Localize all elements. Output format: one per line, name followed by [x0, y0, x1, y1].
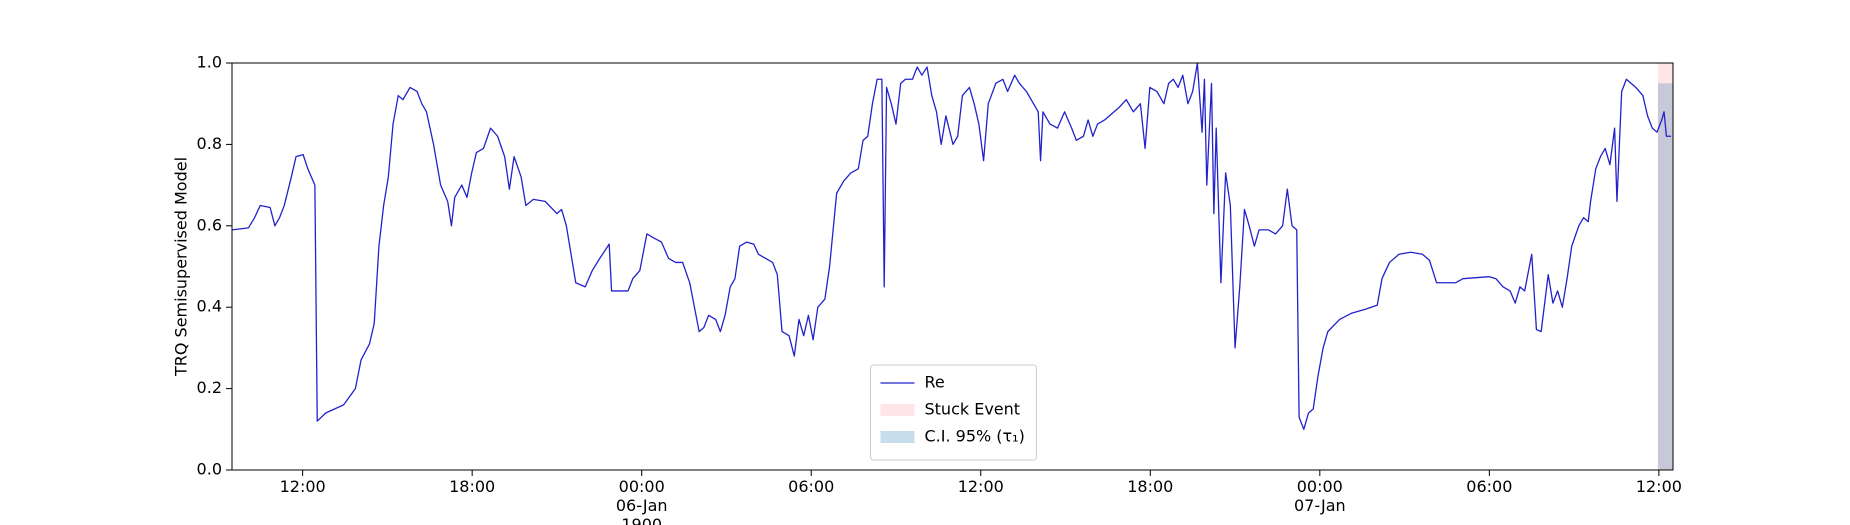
legend-label: Stuck Event	[925, 400, 1021, 419]
x-tick-label: 00:00 06-Jan 1900	[616, 477, 668, 525]
x-tick-label: 12:00	[958, 477, 1004, 496]
legend-box	[870, 364, 1037, 461]
x-tick-label: 18:00	[449, 477, 495, 496]
x-tick-label: 12:00	[1636, 477, 1682, 496]
y-tick-label: 0.6	[197, 215, 222, 234]
x-tick-label: 12:00	[280, 477, 326, 496]
y-axis-label: TRQ Semisupervised Model	[172, 157, 191, 377]
shaded-span	[1657, 63, 1673, 470]
x-tick-label: 06:00	[788, 477, 834, 496]
y-tick-label: 1.0	[197, 53, 222, 72]
legend-patch	[880, 431, 915, 443]
x-tick-label: 18:00	[1127, 477, 1173, 496]
y-tick-label: 0.0	[197, 460, 222, 479]
legend-label: C.I. 95% (τ₁)	[925, 427, 1025, 446]
shaded-span	[1657, 83, 1673, 470]
x-tick-label: 06:00	[1466, 477, 1512, 496]
y-tick-label: 0.4	[197, 297, 222, 316]
data-line	[231, 62, 1672, 430]
legend-label: Re	[925, 373, 945, 392]
y-tick-label: 0.8	[197, 134, 222, 153]
legend-patch	[880, 404, 915, 416]
plot-frame	[231, 62, 1674, 471]
x-tick-label: 00:00 07-Jan	[1294, 477, 1346, 515]
y-tick-label: 0.2	[197, 378, 222, 397]
